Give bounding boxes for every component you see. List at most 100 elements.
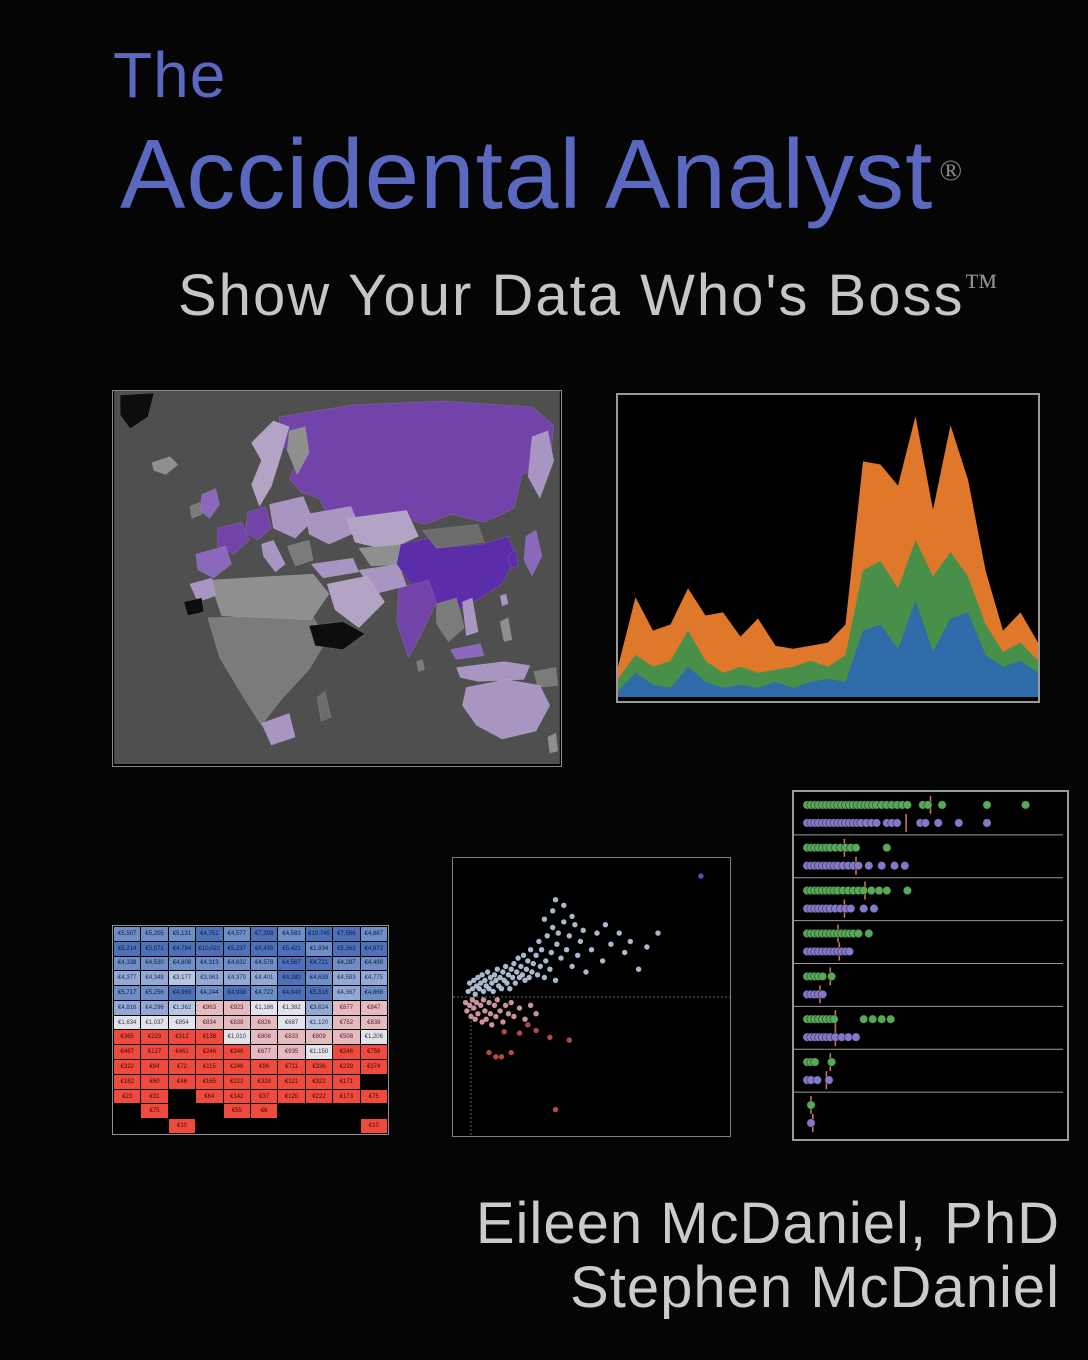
scatter-point-low-outliers — [533, 1027, 539, 1034]
scatter-point-above-threshold — [489, 980, 495, 986]
map-region-mongolia — [422, 523, 485, 549]
heat-cell: €4,808 — [168, 956, 196, 971]
heat-cell: €4,379 — [223, 971, 250, 986]
scatter-point-below-threshold — [462, 999, 469, 1006]
scatter-point-above-threshold — [541, 974, 548, 981]
dot-green — [937, 800, 947, 810]
map-region-iberia — [195, 545, 232, 579]
heat-cell: €365 — [114, 1030, 141, 1045]
scatter-point-below-threshold — [475, 1011, 481, 1017]
scatter-point-high-outlier — [698, 873, 704, 879]
map-region-morocco — [189, 577, 216, 603]
map-region-turkey — [310, 557, 360, 579]
scatter-point-above-threshold — [569, 913, 575, 920]
dot-purple — [869, 904, 879, 914]
scatter-point-above-threshold — [469, 986, 476, 992]
scatter-point-above-threshold — [543, 958, 549, 964]
scatter-point-above-threshold — [536, 938, 542, 945]
heat-cell: €246 — [196, 1045, 223, 1060]
dot-purple — [871, 818, 882, 828]
heat-cell: €5,507 — [114, 927, 141, 941]
heat-cell — [333, 1104, 360, 1119]
scatter-point-low-outliers — [493, 1054, 499, 1060]
heat-cell: €10,745 — [305, 927, 333, 941]
scatter-point-below-threshold — [522, 1016, 528, 1022]
dot-purple — [877, 861, 887, 871]
heat-cell: €5,131 — [168, 927, 196, 941]
heat-cell: €72 — [168, 1060, 196, 1074]
scatter-point-above-threshold — [554, 941, 560, 947]
scatter-plot-chart — [452, 857, 731, 1137]
scatter-point-above-threshold — [479, 972, 485, 978]
dot-green — [874, 886, 884, 896]
author-block: Eileen McDaniel, PhD Stephen McDaniel — [476, 1192, 1060, 1320]
heat-cell: €322 — [305, 1074, 333, 1089]
scatter-point-above-threshold — [527, 947, 534, 953]
heat-cell: €809 — [305, 1030, 333, 1045]
dot-purple — [851, 1032, 861, 1042]
dot-green — [818, 971, 828, 981]
heat-cell — [305, 1119, 333, 1133]
heat-cell: €1,010 — [223, 1030, 250, 1045]
scatter-point-above-threshold — [622, 949, 628, 956]
heat-cell: €847 — [360, 1000, 387, 1015]
scatter-point-below-threshold — [478, 1002, 484, 1008]
heat-cell — [196, 1104, 223, 1119]
scatter-point-above-threshold — [534, 972, 541, 978]
heat-cell: €4,887 — [360, 927, 387, 941]
map-region-myanmar-thailand — [436, 597, 465, 642]
map-region-australia — [462, 679, 551, 740]
scatter-point-above-threshold — [465, 988, 471, 995]
world-map-choropleth — [112, 390, 562, 767]
heat-cell: €923 — [223, 1000, 250, 1015]
heat-cell — [168, 1104, 196, 1119]
scatter-point-above-threshold — [525, 958, 531, 964]
heat-cell: €4,639 — [305, 971, 333, 986]
map-region-africa — [207, 613, 328, 726]
heat-cell: €7,566 — [333, 927, 360, 941]
heat-cell: €4,367 — [333, 986, 360, 1000]
heat-cell: €4,244 — [196, 986, 223, 1000]
heat-cell: €223 — [141, 1030, 168, 1045]
heat-cell: €121 — [278, 1074, 305, 1089]
dot-green — [851, 843, 861, 853]
heat-cell: €4,794 — [168, 941, 196, 956]
dot-purple — [864, 861, 874, 871]
scatter-point-below-threshold — [483, 1016, 489, 1022]
scatter-point-below-threshold — [469, 997, 476, 1003]
scatter-point-above-threshold — [490, 988, 496, 995]
heat-cell: €336 — [305, 1060, 333, 1074]
heat-cell — [360, 1074, 387, 1089]
scatter-point-above-threshold — [487, 974, 494, 981]
page-title: Accidental Analyst ® — [120, 118, 963, 231]
heat-cell: €854 — [168, 1015, 196, 1030]
scatter-point-low-outliers — [552, 1106, 559, 1113]
trademark-icon: ™ — [964, 268, 998, 305]
map-region-sri-lanka — [416, 659, 425, 672]
scatter-point-below-threshold — [511, 1013, 517, 1020]
scatter-point-above-threshold — [514, 969, 520, 975]
scatter-point-above-threshold — [558, 955, 564, 961]
heat-cell: €1,206 — [360, 1030, 387, 1045]
dot-purple — [982, 818, 992, 828]
heat-cell — [141, 1119, 168, 1133]
scatter-point-above-threshold — [627, 938, 633, 945]
dot-purple — [844, 946, 855, 957]
scatter-point-above-threshold — [569, 963, 575, 970]
scatter-point-above-threshold — [512, 980, 518, 986]
heat-cell — [305, 1104, 333, 1119]
scatter-point-above-threshold — [484, 969, 491, 975]
heat-cell: €1,037 — [141, 1015, 168, 1030]
map-region-indonesia — [456, 661, 531, 682]
heat-cell: €935 — [278, 1045, 305, 1060]
scatter-point-low-outliers — [501, 1029, 507, 1035]
heat-cell: €162 — [114, 1074, 141, 1089]
scatter-point-below-threshold — [500, 1019, 506, 1025]
scatter-point-below-threshold — [491, 1002, 498, 1008]
scatter-point-above-threshold — [515, 955, 521, 961]
scatter-point-low-outliers — [486, 1049, 492, 1056]
heat-cell: €5,816 — [305, 986, 333, 1000]
heat-cell: €4,938 — [223, 986, 250, 1000]
heat-cell: €64 — [196, 1089, 223, 1104]
heat-cell: €115 — [196, 1060, 223, 1074]
